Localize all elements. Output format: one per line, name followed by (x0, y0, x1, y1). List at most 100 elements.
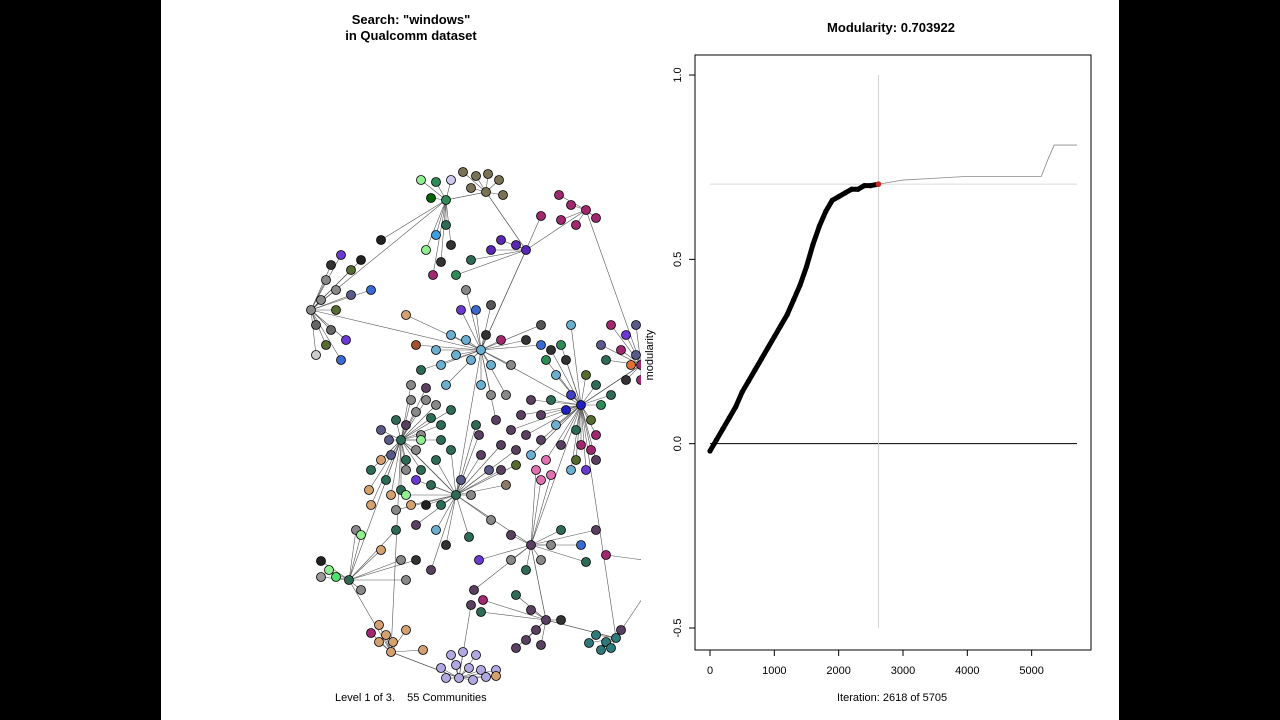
network-node (501, 390, 511, 400)
network-node (636, 360, 641, 370)
network-node (596, 645, 606, 655)
network-edge (455, 484, 507, 496)
communities-text: 55 Communities (407, 692, 487, 704)
network-node (331, 572, 341, 582)
network-node (566, 390, 576, 400)
modularity-point (726, 415, 732, 421)
modularity-point (791, 297, 797, 303)
network-node (321, 340, 331, 350)
network-edge (390, 439, 402, 496)
network-node (406, 500, 416, 510)
network-node (451, 350, 461, 360)
network-node (506, 425, 516, 435)
network-node (484, 465, 494, 475)
modularity-point (829, 197, 835, 203)
network-node (476, 607, 486, 617)
network-edge (455, 434, 480, 496)
network-edge (580, 394, 612, 406)
network-edge (550, 399, 582, 406)
network-node (469, 585, 479, 595)
network-node (431, 345, 441, 355)
network-node (536, 211, 546, 221)
network-node (486, 390, 496, 400)
network-node (471, 650, 481, 660)
network-node (421, 395, 431, 405)
network-node (486, 245, 496, 255)
network-node (486, 360, 496, 370)
network-node (426, 193, 436, 203)
network-edge (310, 309, 482, 351)
network-node (536, 640, 546, 650)
network-node (611, 633, 621, 643)
network-node (476, 665, 486, 675)
network-node (431, 400, 441, 410)
network-node (536, 410, 546, 420)
modularity-point (745, 378, 752, 384)
network-node (496, 335, 506, 345)
network-node (411, 407, 421, 417)
network-edge (310, 289, 372, 311)
network-edge (462, 171, 487, 193)
network-node (546, 470, 556, 480)
network-node (584, 638, 594, 648)
network-node (506, 530, 516, 540)
network-edge (480, 349, 582, 406)
network-node (571, 425, 581, 435)
network-node (331, 285, 341, 295)
network-node (471, 420, 481, 430)
network-node (596, 340, 606, 350)
network-node (474, 555, 484, 565)
network-node (346, 290, 356, 300)
network-node (536, 340, 546, 350)
network-node (586, 445, 596, 455)
network-node (474, 430, 484, 440)
modularity-point (720, 426, 726, 432)
network-node (451, 270, 461, 280)
network-node (551, 420, 561, 430)
network-node (476, 380, 486, 390)
network-node (526, 395, 536, 405)
network-node (381, 475, 391, 485)
modularity-chart: -0.5 0.0 0.5 1.0 0 1000 2000 3000 4000 5000 modul… (644, 54, 1092, 677)
network-edge (580, 404, 617, 639)
network-node (341, 335, 351, 345)
y-axis-label: modularity (644, 329, 656, 380)
network-node (556, 215, 566, 225)
network-node (491, 671, 501, 681)
network-node (541, 615, 551, 625)
modularity-point (836, 194, 842, 200)
network-node (571, 220, 581, 230)
network-edge (425, 199, 447, 251)
network-node (511, 445, 521, 455)
network-edge (430, 494, 457, 571)
network-node (498, 190, 508, 200)
network-node (431, 455, 441, 465)
network-edge (310, 309, 347, 341)
network-node (591, 630, 601, 640)
network-edge (455, 444, 502, 496)
network-node (536, 320, 546, 330)
network-node (631, 350, 641, 360)
chart-title: Modularity: 0.703922 (827, 20, 955, 35)
network-edge (348, 579, 392, 653)
network-node (456, 475, 466, 485)
network-node (336, 250, 346, 260)
network-node (406, 395, 416, 405)
network-edge (580, 404, 587, 471)
network-node (481, 672, 491, 682)
network-edge (480, 304, 492, 351)
network-edge (310, 309, 317, 356)
network-edge (348, 534, 362, 581)
network-node (421, 383, 431, 393)
modularity-point (848, 186, 855, 192)
network-node (436, 420, 446, 430)
chart-series (707, 144, 1077, 454)
network-node (401, 490, 411, 500)
network-node (511, 460, 521, 470)
network-node (454, 673, 464, 683)
network-edge (525, 215, 542, 251)
network-edge (615, 599, 641, 639)
network-edge (368, 439, 402, 491)
network-node (468, 675, 478, 685)
level-text: Level 1 of 3. (335, 692, 395, 704)
